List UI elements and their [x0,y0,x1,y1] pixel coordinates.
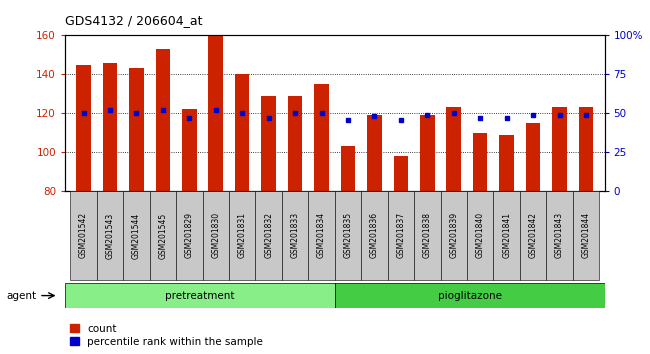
Bar [467,191,493,280]
Text: GSM201543: GSM201543 [105,212,114,258]
Text: GSM201831: GSM201831 [238,212,247,258]
Bar [97,191,124,280]
Bar [182,109,196,191]
Bar [546,191,573,280]
Bar [499,135,514,191]
Bar [552,107,567,191]
Text: GSM201838: GSM201838 [422,212,432,258]
Text: pretreatment: pretreatment [165,291,235,301]
Bar [282,191,308,280]
Bar [255,191,282,280]
Bar [155,49,170,191]
Bar [578,107,593,191]
Bar [394,156,408,191]
Bar [387,191,414,280]
Bar [361,191,387,280]
Text: GSM201836: GSM201836 [370,212,379,258]
Bar [235,74,250,191]
Bar [473,133,488,191]
Text: GSM201542: GSM201542 [79,212,88,258]
Bar [65,283,335,308]
Text: GDS4132 / 206604_at: GDS4132 / 206604_at [65,14,203,27]
Bar [493,191,520,280]
Text: GSM201544: GSM201544 [132,212,141,258]
Bar [150,191,176,280]
Bar [288,96,302,191]
Text: GSM201835: GSM201835 [343,212,352,258]
Text: pioglitazone: pioglitazone [437,291,502,301]
Bar [308,191,335,280]
Bar [209,35,223,191]
Bar [103,63,117,191]
Bar [573,191,599,280]
Text: GSM201842: GSM201842 [528,212,538,258]
Bar [76,64,91,191]
Text: GSM201833: GSM201833 [291,212,300,258]
Bar [124,191,150,280]
Bar [203,191,229,280]
Text: GSM201844: GSM201844 [582,212,590,258]
Bar [335,191,361,280]
Text: GSM201834: GSM201834 [317,212,326,258]
Bar [414,191,441,280]
Bar [367,115,382,191]
Text: GSM201839: GSM201839 [449,212,458,258]
Bar [176,191,203,280]
Legend: count, percentile rank within the sample: count, percentile rank within the sample [70,324,263,347]
Text: GSM201840: GSM201840 [476,212,485,258]
Bar [129,68,144,191]
Bar [526,123,540,191]
Text: GSM201545: GSM201545 [159,212,167,258]
Bar [335,283,604,308]
Bar [447,107,461,191]
Text: GSM201841: GSM201841 [502,212,511,258]
Text: GSM201843: GSM201843 [555,212,564,258]
Bar [520,191,546,280]
Text: GSM201832: GSM201832 [264,212,273,258]
Bar [229,191,255,280]
Text: GSM201837: GSM201837 [396,212,406,258]
Bar [341,147,356,191]
Text: GSM201829: GSM201829 [185,212,194,258]
Bar [70,191,97,280]
Bar [420,115,435,191]
Bar [314,84,329,191]
Bar [441,191,467,280]
Text: GSM201830: GSM201830 [211,212,220,258]
Text: agent: agent [6,291,36,301]
Bar [261,96,276,191]
